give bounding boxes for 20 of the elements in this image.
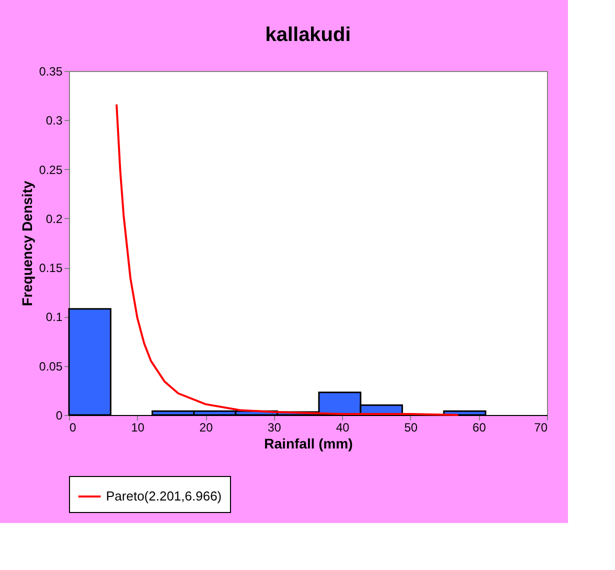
legend-label: Pareto(2.201,6.966) — [106, 488, 222, 504]
x-tick-label: 40 — [336, 420, 350, 434]
y-tick-label: 0 — [56, 408, 63, 422]
chart-title: kallakudi — [265, 24, 351, 46]
y-tick-label: 0.25 — [39, 162, 63, 177]
y-axis-title: Frequency Density — [19, 180, 36, 306]
y-tick-label: 0.05 — [39, 359, 63, 374]
y-tick-label: 0.35 — [39, 64, 63, 78]
y-tick-label: 0.1 — [46, 310, 63, 324]
x-tick-label: 60 — [472, 420, 486, 434]
y-tick-label: 0.2 — [46, 212, 63, 226]
x-tick-label: 30 — [268, 420, 282, 434]
x-tick-label: 20 — [199, 420, 214, 434]
x-axis-title: Rainfall (mm) — [264, 436, 353, 452]
y-tick-label: 0.15 — [39, 261, 63, 276]
x-tick-label: 70 — [534, 420, 548, 434]
x-tick-label: 10 — [131, 420, 145, 434]
x-tick-label: 0 — [70, 420, 76, 434]
x-tick-label: 50 — [404, 420, 418, 434]
y-tick-label: 0.3 — [46, 114, 63, 128]
